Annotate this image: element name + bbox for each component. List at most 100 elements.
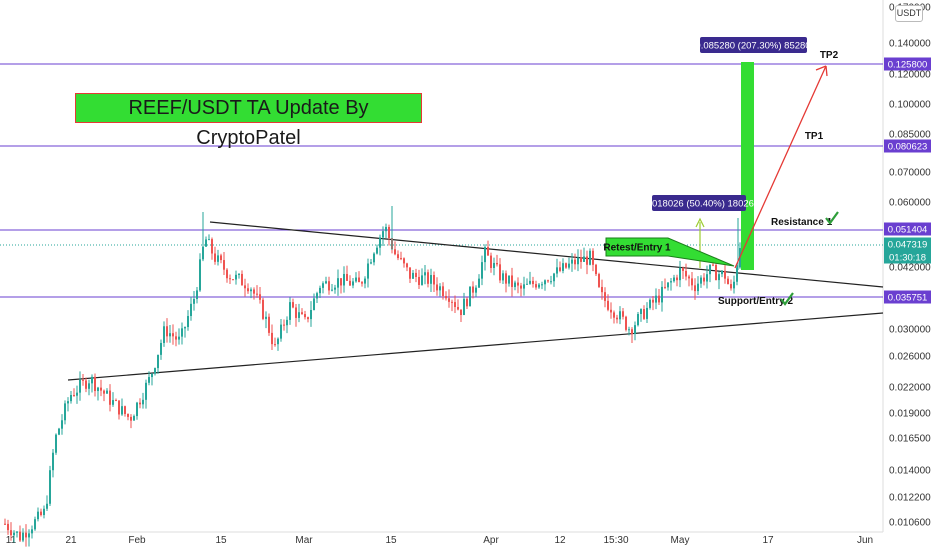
candle-body (445, 296, 447, 299)
candle-body (571, 259, 573, 264)
candle-body (403, 258, 405, 264)
candle-body (553, 273, 555, 282)
candle-body (691, 278, 693, 286)
candle-body (598, 274, 600, 287)
candle-body (148, 377, 150, 383)
price-tick-label: 0.070000 (889, 168, 931, 179)
candle-body (718, 274, 720, 281)
candle-body (226, 269, 228, 279)
candle-body (154, 368, 156, 374)
candle-body (190, 303, 192, 317)
candle-body (580, 257, 582, 262)
candle-body (43, 508, 45, 516)
candle-body (166, 326, 168, 337)
candle-body (289, 302, 291, 320)
symbol-badge[interactable]: USDT (895, 5, 923, 22)
candle-body (349, 280, 351, 286)
price-tick-label: 0.026000 (889, 352, 931, 363)
candle-body (19, 531, 21, 541)
candle-body (499, 264, 501, 281)
candle-body (121, 406, 123, 415)
candle-body (232, 279, 234, 281)
candle-body (142, 399, 144, 405)
candle-body (211, 239, 213, 254)
candle-body (670, 281, 672, 283)
candle-body (34, 519, 36, 530)
candle-body (583, 256, 585, 262)
measure-box-big (700, 37, 807, 53)
time-tick-label: Feb (128, 535, 146, 546)
candle-body (616, 317, 618, 320)
candle-body (55, 434, 57, 453)
candle-body (514, 282, 516, 287)
candle-body (586, 256, 588, 265)
target-arrow-line (734, 65, 827, 269)
price-tick-label: 0.042000 (889, 263, 931, 274)
price-tick-label: 0.022000 (889, 383, 931, 394)
candle-body (253, 289, 255, 294)
candle-body (466, 298, 468, 307)
candle-body (259, 294, 261, 300)
candle-body (157, 354, 159, 369)
candle-body (592, 250, 594, 265)
candle-body (694, 285, 696, 292)
candle-body (460, 309, 462, 315)
candle-body (433, 275, 435, 285)
candle-body (7, 523, 9, 531)
candle-body (52, 452, 54, 471)
target-bar (741, 62, 754, 270)
candle-body (247, 288, 249, 292)
candle-body (199, 259, 201, 291)
price-tick-label: 0.019000 (889, 409, 931, 420)
candle-body (388, 226, 390, 239)
measure-label-small: 0.018026 (50.40%) 18026 (644, 199, 754, 210)
candle-body (652, 299, 654, 303)
candle-body (685, 270, 687, 277)
price-tag (884, 139, 931, 153)
candle-body (469, 286, 471, 307)
price-tag-label: 0.080623 (888, 142, 928, 153)
price-tag (884, 290, 931, 304)
price-tick-label: 0.140000 (889, 39, 931, 50)
candle-body (682, 267, 684, 271)
candle-body (76, 392, 78, 396)
price-tag-label: 0.047319 (888, 240, 928, 251)
time-tick-label: Jun (857, 535, 873, 546)
candle-body (376, 247, 378, 254)
candle-body (124, 406, 126, 414)
candle-body (139, 402, 141, 405)
candle-body (619, 311, 621, 320)
candle-body (406, 263, 408, 268)
candle-body (265, 316, 267, 319)
candle-body (73, 394, 75, 396)
candle-body (547, 280, 549, 282)
price-tag (884, 57, 931, 71)
candle-body (235, 274, 237, 280)
descending-trendline (209, 221, 884, 288)
candle-body (520, 285, 522, 289)
candle-body (511, 275, 513, 287)
candle-body (562, 263, 564, 271)
candle-body (394, 249, 396, 255)
candle-body (481, 262, 483, 279)
candle-body (367, 263, 369, 279)
candle-body (250, 289, 252, 292)
price-tick-label: 0.085000 (889, 130, 931, 141)
candle-body (508, 275, 510, 284)
candle-body (472, 286, 474, 293)
candle-body (697, 283, 699, 292)
candle-body (658, 295, 660, 303)
candle-body (133, 416, 135, 421)
candle-body (517, 282, 519, 286)
candle-body (625, 316, 627, 330)
candle-body (607, 300, 609, 310)
candle-body (427, 272, 429, 284)
candle-body (163, 326, 165, 343)
price-tick-label: 0.016500 (889, 434, 931, 445)
price-tick-label: 0.010600 (889, 518, 931, 529)
candle-body (361, 282, 363, 284)
time-tick-label: 12 (554, 535, 566, 546)
candle-body (502, 273, 504, 281)
candle-body (493, 262, 495, 268)
